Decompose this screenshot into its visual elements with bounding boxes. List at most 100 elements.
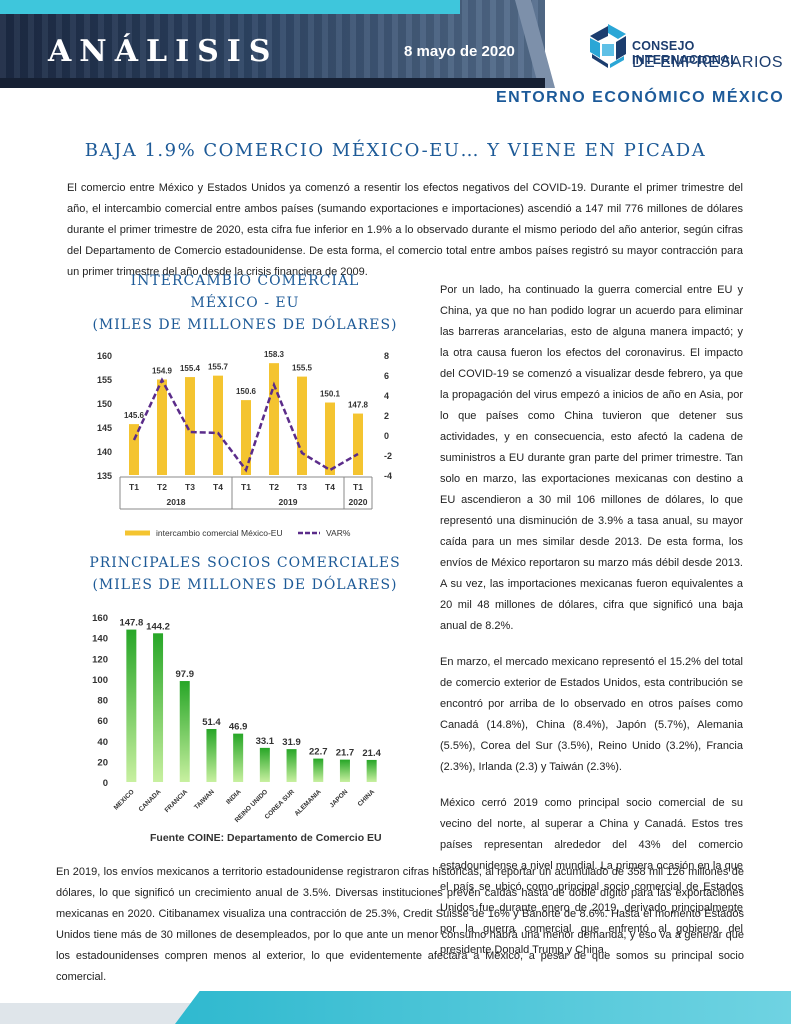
category-label: T4	[325, 482, 335, 492]
coine-logo-icon	[590, 24, 626, 68]
y-tick-label: 155	[97, 375, 112, 385]
bar	[259, 747, 270, 782]
y2-tick-label: 0	[384, 431, 389, 441]
bar	[157, 379, 167, 475]
category-label: T1	[353, 482, 363, 492]
right-column: Por un lado, ha continuado la guerra com…	[440, 280, 743, 976]
bar	[325, 402, 335, 475]
right-paragraph-2: En marzo, el mercado mexicano representó…	[440, 656, 743, 773]
chart2-title: PRINCIPALES SOCIOS COMERCIALES (MILES DE…	[70, 552, 420, 596]
chart-source: Fuente COINE: Departamento de Comercio E…	[150, 832, 382, 844]
y-tick-label: 100	[92, 675, 108, 686]
y2-tick-label: 8	[384, 351, 389, 361]
header-bottom-bar	[0, 78, 545, 88]
data-label: 145.6	[124, 411, 145, 420]
logo-name-line1: CONSEJO INTERNACIONAL	[632, 39, 739, 67]
data-label: 22.7	[309, 747, 328, 758]
bar	[241, 400, 251, 475]
chart1-title-line3: (MILES DE MILLONES DE DÓLARES)	[92, 317, 398, 333]
bottom-paragraph: En 2019, los envíos mexicanos a territor…	[56, 866, 744, 983]
right-paragraph-3: México cerró 2019 como principal socio c…	[440, 797, 743, 956]
header-skyline-banner	[0, 0, 545, 88]
partners-bar-chart: 0 20 40 60 80 100 120 140 160 147.8 144.2 97.9 51.4 4…	[92, 613, 381, 824]
data-label: 97.9	[176, 669, 195, 680]
y-tick-label: 160	[92, 613, 108, 624]
bar	[213, 375, 223, 475]
y-tick-label: 140	[97, 447, 112, 457]
bar	[153, 633, 164, 782]
category-label: T1	[241, 482, 251, 492]
data-label: 155.7	[208, 363, 229, 372]
group-label: 2019	[279, 497, 298, 507]
bar	[366, 759, 377, 782]
data-label: 147.8	[348, 401, 369, 410]
footer-accent	[175, 991, 791, 1024]
header-title: ANÁLISIS	[48, 34, 279, 69]
bar	[126, 629, 137, 782]
y2-tick-label: 4	[384, 391, 389, 401]
header-accent-stripe	[0, 0, 460, 14]
bar	[233, 733, 244, 782]
chart2-title-line1: PRINCIPALES SOCIOS COMERCIALES	[89, 555, 401, 571]
category-label: TAIWAN	[193, 788, 216, 811]
y-tick-label: 160	[97, 351, 112, 361]
bar	[129, 424, 139, 475]
chart2-title-line2: (MILES DE MILLONES DE DÓLARES)	[92, 577, 398, 593]
section-subtitle: ENTORNO ECONÓMICO MÉXICO	[496, 89, 785, 106]
bar	[313, 758, 324, 782]
y2-tick-label: -2	[384, 451, 392, 461]
bar	[339, 759, 350, 782]
category-label: T3	[185, 482, 195, 492]
y-tick-label: 40	[97, 737, 108, 748]
category-label: FRANCIA	[164, 788, 190, 814]
data-label: 154.9	[152, 366, 173, 375]
bar	[286, 749, 297, 782]
category-label: MEXICO	[113, 788, 136, 811]
group-label: 2020	[349, 497, 368, 507]
y-tick-label: 145	[97, 423, 112, 433]
data-label: 155.4	[180, 364, 201, 373]
chart1-title-line2: MÉXICO - EU	[190, 295, 300, 311]
y-tick-label: 20	[97, 757, 108, 768]
category-label: CANADA	[138, 788, 163, 813]
bar	[297, 376, 307, 475]
trade-combo-chart: 135 140 145 150 155 160 -4 -2 0 2 4 6 8 145.6 154.9 155…	[97, 350, 392, 538]
category-label: T1	[129, 482, 139, 492]
y2-tick-label: 2	[384, 411, 389, 421]
legend-label: intercambio comercial México-EU	[156, 528, 283, 538]
y-tick-label: 135	[97, 471, 112, 481]
data-label: 33.1	[256, 736, 275, 747]
y-tick-label: 60	[97, 716, 108, 727]
chart1-title-line1: INTERCAMBIO COMERCIAL	[130, 273, 360, 289]
bar	[206, 728, 217, 782]
data-label: 158.3	[264, 350, 285, 359]
bar	[269, 363, 279, 475]
category-label: T4	[213, 482, 223, 492]
intro-paragraph: El comercio entre México y Estados Unido…	[67, 182, 743, 278]
bar	[185, 377, 195, 475]
chart1-title: INTERCAMBIO COMERCIAL MÉXICO - EU (MILES…	[70, 270, 420, 336]
data-label: 21.7	[336, 748, 355, 759]
data-label: 150.1	[320, 390, 341, 399]
y-tick-label: 120	[92, 654, 108, 665]
var-line	[132, 377, 359, 473]
data-label: 150.6	[236, 387, 257, 396]
data-label: 155.5	[292, 364, 313, 373]
category-label: T3	[297, 482, 307, 492]
data-label: 147.8	[119, 618, 143, 629]
bar	[179, 681, 190, 782]
category-label: T2	[269, 482, 279, 492]
y-tick-label: 80	[97, 696, 108, 707]
y2-tick-label: -4	[384, 471, 392, 481]
category-label: T2	[157, 482, 167, 492]
data-label: 51.4	[202, 717, 221, 728]
y-tick-label: 0	[103, 778, 108, 789]
bar	[353, 413, 363, 475]
category-label: CHINA	[357, 788, 377, 808]
data-label: 31.9	[282, 737, 301, 748]
y-tick-label: 140	[92, 634, 108, 645]
category-label: JAPON	[329, 788, 350, 809]
y2-tick-label: 6	[384, 371, 389, 381]
logo-name-line2: DE EMPRESARIOS	[632, 54, 784, 71]
data-label: 21.4	[362, 748, 381, 759]
